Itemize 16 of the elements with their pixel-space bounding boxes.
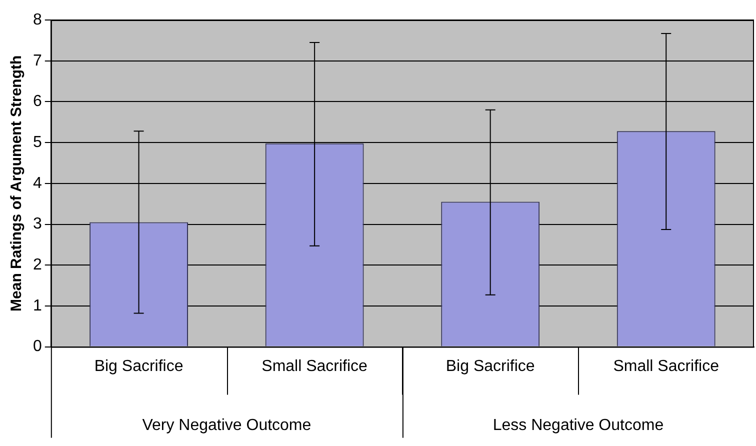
y-tick-label: 2 [32,256,42,274]
y-tick-label: 4 [32,174,42,192]
text: Very Negative Outcome [142,417,312,434]
text: Less Negative Outcome [492,417,664,434]
y-tick-label: 6 [32,93,42,110]
x-tick-label: Small Sacrifice [262,358,368,375]
y-axis-title: Mean Ratings of Argument Strength [8,55,26,312]
y-tick-label: 0 [32,338,42,356]
y-tick-label: 8 [32,11,42,28]
y-tick-label: 1 [32,297,42,314]
y-tick-label: 5 [32,134,42,151]
x-tick-label: Big Sacrifice [446,358,535,375]
y-tick-label: 3 [32,216,42,233]
x-tick-label: Big Sacrifice [94,358,184,375]
y-tick-label: 7 [32,52,42,70]
x-tick-label: Small Sacrifice [613,358,720,375]
